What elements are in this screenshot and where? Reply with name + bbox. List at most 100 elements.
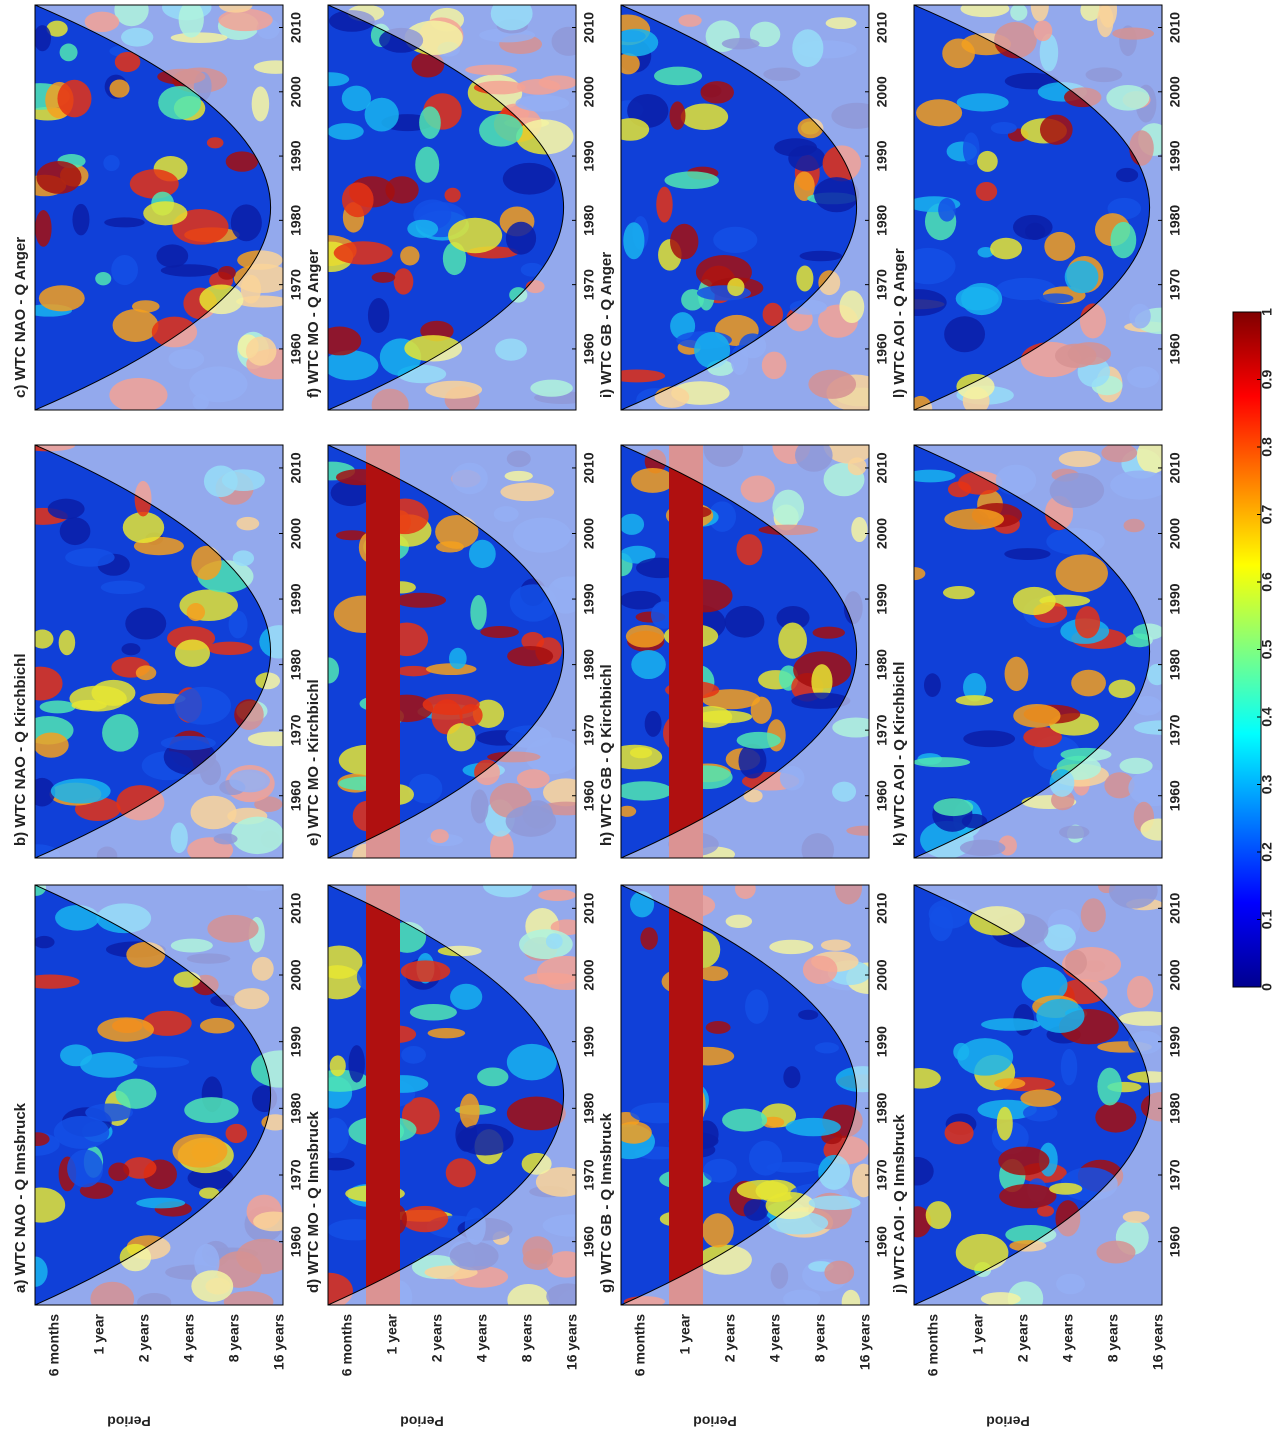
coi-shade	[35, 5, 283, 410]
coherence-blob	[520, 262, 544, 277]
coherence-blob	[80, 1052, 138, 1078]
coherence-blob	[944, 1121, 974, 1145]
year-tick-label: 1970	[288, 269, 304, 300]
coherence-blob	[328, 965, 362, 1000]
coherence-blob	[125, 607, 167, 640]
year-tick-label: 2000	[581, 959, 597, 990]
coherence-blob	[669, 101, 686, 130]
coherence-blob	[121, 643, 141, 656]
coherence-blob	[479, 113, 523, 147]
year-tick-label: 1970	[1167, 269, 1183, 300]
coherence-blob	[401, 1205, 449, 1233]
coherence-blob	[975, 181, 998, 202]
coherence-blob	[738, 743, 767, 779]
heatmap	[35, 5, 283, 410]
heatmap	[914, 445, 1162, 858]
coherence-blob	[367, 298, 390, 333]
coherence-blob	[942, 585, 975, 600]
period-tick-label: 2 years	[722, 1314, 738, 1362]
coherence-blob	[335, 530, 368, 541]
coherence-blob	[35, 1132, 50, 1146]
year-tick-label: 1990	[874, 1026, 890, 1057]
coi-shade	[621, 5, 869, 410]
coi-line	[621, 5, 857, 410]
year-tick-label: 2010	[874, 452, 890, 483]
period-tick-label: 8 years	[519, 1314, 535, 1362]
colorbar-tick-label: 0.5	[1259, 640, 1275, 660]
period-axis-label: Period	[693, 1413, 737, 1429]
year-tick-label: 1970	[874, 269, 890, 300]
coherence-blob	[703, 1158, 737, 1183]
year-tick-label: 2010	[1167, 452, 1183, 483]
coherence-blob	[35, 974, 80, 989]
coherence-blob	[55, 905, 100, 931]
coherence-blob	[225, 151, 259, 172]
coherence-blob	[329, 1055, 346, 1077]
period-tick-label: 2 years	[136, 1314, 152, 1362]
year-tick-label: 1990	[581, 140, 597, 171]
coi-line	[914, 5, 1150, 410]
year-tick-label: 1980	[1167, 649, 1183, 680]
coi-line	[914, 885, 1150, 1305]
coherence-blob	[998, 1146, 1050, 1176]
coi-line	[914, 445, 1150, 858]
coherence-blob	[1013, 703, 1061, 728]
period-tick-label: 16 years	[564, 1314, 580, 1370]
coherence-blob	[47, 498, 85, 520]
coherence-blob	[507, 645, 554, 667]
colorbar-tick-label: 0.2	[1259, 842, 1275, 862]
panel-frame	[327, 444, 577, 859]
coherence-blob	[456, 1123, 514, 1156]
year-tick-label: 1980	[581, 649, 597, 680]
panel-title: c) WTC NAO - Q Anger	[12, 237, 29, 398]
year-tick-label: 1960	[1167, 333, 1183, 364]
colorbar-tick-label: 0	[1259, 983, 1275, 991]
coherence-blob	[58, 630, 76, 656]
coherence-blob	[67, 1149, 104, 1188]
coherence-blob	[701, 689, 761, 710]
coherence-blob	[59, 517, 91, 546]
coherence-blob	[36, 160, 82, 194]
coherence-blob	[621, 590, 661, 610]
coherence-blob	[450, 983, 483, 1010]
coherence-blob	[750, 696, 772, 724]
coherence-blob	[621, 805, 637, 817]
year-tick-label: 1990	[288, 140, 304, 171]
year-tick-label: 1970	[581, 1159, 597, 1190]
coherence-blob	[956, 93, 1009, 112]
year-tick-label: 1980	[1167, 1093, 1183, 1124]
coi-shade	[914, 445, 1162, 858]
period-tick-label: 16 years	[271, 1314, 287, 1370]
coherence-blob	[1060, 1048, 1078, 1086]
coherence-blob	[722, 1108, 768, 1132]
coherence-blob	[160, 735, 216, 751]
coherence-blob	[114, 51, 141, 73]
year-tick-label: 2010	[1167, 12, 1183, 43]
year-tick-label: 2010	[874, 12, 890, 43]
panel-frame	[913, 884, 1163, 1306]
colorbar-tick-label: 0.4	[1259, 707, 1275, 727]
coherence-blob	[158, 86, 202, 120]
heatmap	[621, 5, 869, 410]
coherence-blob	[328, 72, 350, 87]
coherence-blob	[1036, 998, 1085, 1033]
coherence-blob	[955, 1233, 1009, 1272]
coherence-blob	[955, 695, 994, 706]
coherence-blob	[785, 1117, 841, 1137]
panel-title: e) WTC MO - Kirchbichl	[305, 679, 322, 846]
colorbar	[1232, 311, 1262, 988]
coherence-blob	[788, 145, 826, 172]
year-tick-label: 1980	[288, 205, 304, 236]
coherence-blob	[799, 250, 843, 262]
coherence-blob	[199, 1017, 235, 1034]
panel: a) WTC NAO - Q Innsbruck 1960 1970 1980 1990…	[12, 884, 304, 1306]
period-tick-label: 16 years	[857, 1314, 873, 1370]
coherence-blob	[1071, 669, 1106, 697]
coherence-blob	[702, 1213, 734, 1248]
period-tick-label: 6 months	[925, 1314, 941, 1376]
coherence-blob	[621, 1121, 652, 1144]
coherence-blob	[1023, 726, 1063, 748]
year-tick-label: 1990	[581, 583, 597, 614]
coherence-blob	[914, 289, 947, 316]
year-tick-label: 1970	[874, 714, 890, 745]
